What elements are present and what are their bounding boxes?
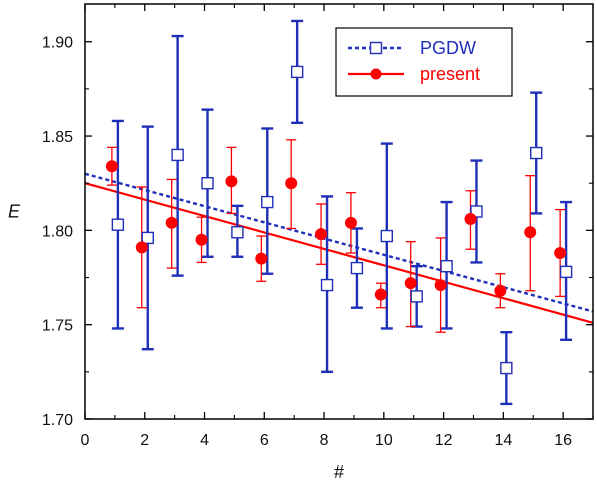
x-tick-label: 16 bbox=[554, 432, 572, 449]
present-marker bbox=[315, 228, 328, 241]
PGDW-marker bbox=[201, 177, 214, 190]
x-tick-label: 10 bbox=[375, 432, 393, 449]
legend-marker-present bbox=[370, 68, 382, 80]
present-marker bbox=[225, 175, 238, 188]
PGDW-marker bbox=[410, 290, 423, 303]
plot-frame bbox=[84, 3, 594, 420]
present-marker bbox=[524, 226, 537, 239]
PGDW-marker bbox=[530, 146, 543, 160]
x-tick-label: 12 bbox=[435, 432, 453, 449]
legend-items: PGDW present bbox=[348, 38, 480, 84]
x-tick-label: 0 bbox=[81, 432, 90, 449]
legend: PGDW present bbox=[335, 27, 513, 97]
x-tick-label: 2 bbox=[140, 432, 149, 449]
PGDW-marker bbox=[470, 205, 483, 218]
fit-lines-layer bbox=[84, 172, 594, 324]
PGDW-marker bbox=[380, 229, 394, 243]
present-marker bbox=[285, 177, 298, 190]
x-tick-label: 8 bbox=[320, 432, 329, 449]
y-tick-label: 1.90 bbox=[42, 35, 73, 52]
ticks-layer: 0 2 4 6 8 10 12 14 16 1.70 1.75 1.80 1.85 1.90 bbox=[42, 4, 594, 449]
y-tick-label: 1.80 bbox=[42, 223, 73, 240]
y-tick-label: 1.85 bbox=[42, 129, 73, 146]
PGDW-marker bbox=[320, 278, 334, 292]
present-marker bbox=[255, 252, 268, 265]
legend-label-present: present bbox=[420, 64, 480, 84]
present-fit-line bbox=[84, 182, 594, 324]
y-axis-title: E bbox=[8, 202, 21, 222]
PGDW-marker bbox=[290, 65, 304, 79]
present-marker bbox=[434, 279, 447, 292]
present-marker bbox=[494, 284, 507, 297]
present-marker bbox=[554, 247, 567, 259]
present-marker bbox=[464, 213, 477, 226]
present-marker bbox=[105, 160, 118, 173]
PGDW-marker bbox=[500, 361, 513, 375]
x-tick-label: 4 bbox=[200, 432, 209, 449]
y-tick-label: 1.70 bbox=[42, 412, 73, 429]
x-tick-label: 6 bbox=[260, 432, 269, 449]
PGDW-marker bbox=[350, 261, 364, 275]
y-tick-label: 1.75 bbox=[42, 318, 73, 335]
present-marker bbox=[344, 216, 357, 229]
markers-layer bbox=[105, 65, 573, 375]
x-tick-label: 14 bbox=[494, 432, 512, 449]
legend-box bbox=[335, 27, 513, 97]
present-marker bbox=[165, 216, 178, 229]
PGDW-marker bbox=[141, 231, 154, 245]
PGDW-marker bbox=[111, 218, 125, 231]
legend-marker-PGDW bbox=[369, 41, 383, 55]
legend-label-PGDW: PGDW bbox=[420, 38, 476, 58]
PGDW-fit-line bbox=[84, 172, 594, 313]
PGDW-marker bbox=[559, 265, 573, 279]
x-axis-title: # bbox=[334, 462, 344, 482]
present-marker bbox=[135, 241, 148, 254]
PGDW-marker bbox=[261, 195, 274, 209]
present-marker bbox=[195, 233, 208, 246]
PGDW-marker bbox=[171, 148, 184, 162]
present-marker bbox=[374, 288, 387, 301]
PGDW-marker bbox=[231, 226, 244, 239]
present-marker bbox=[404, 277, 417, 290]
PGDW-marker bbox=[440, 260, 453, 273]
